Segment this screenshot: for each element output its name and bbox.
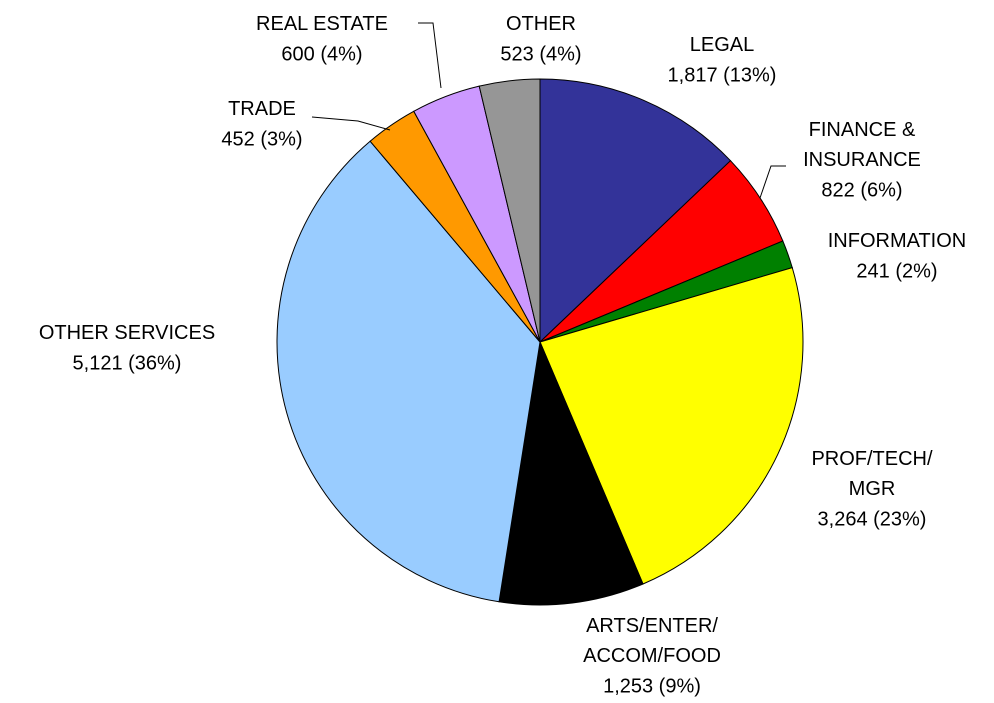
value-label: 1,253 (9%) [603,675,701,697]
label-line: INFORMATION [828,230,967,252]
slice-label: PROF/TECH/MGR [811,448,933,500]
label-line: FINANCE & [809,119,916,141]
leader-line [311,116,391,131]
label-line: ARTS/ENTER/ [586,615,718,637]
label-line: PROF/TECH/ [811,448,933,470]
pie-slice [539,266,804,585]
value-label: 822 (6%) [821,179,902,201]
slice-label: OTHER [506,13,576,35]
value-label: 3,264 (23%) [818,508,927,530]
label-line: ACCOM/FOOD [583,645,721,667]
label-line: LEGAL [690,34,754,56]
slice-label: REAL ESTATE [256,13,388,35]
label-line: TRADE [228,98,296,120]
pie-slice [498,340,644,606]
value-label: 241 (2%) [856,260,937,282]
pie-slice [539,78,732,344]
slice-label: OTHER SERVICES [39,322,215,344]
value-label: 5,121 (36%) [73,352,182,374]
label-line: INSURANCE [803,149,921,171]
value-label: 523 (4%) [500,43,581,65]
label-line: REAL ESTATE [256,13,388,35]
label-line: OTHER SERVICES [39,322,215,344]
label-line: MGR [849,478,896,500]
pie-slice [276,140,541,603]
leader-line [759,165,786,199]
value-label: 600 (4%) [281,43,362,65]
label-line: OTHER [506,13,576,35]
slice-label: FINANCE & INSURANCE [803,119,921,171]
pie-slice [478,78,541,343]
value-label: 1,817 (13%) [668,64,777,86]
slice-label: INFORMATION [828,230,967,252]
slice-label: ARTS/ENTER/ACCOM/FOOD [583,615,721,667]
slice-label: TRADE [228,98,296,120]
slice-label: LEGAL [690,34,754,56]
value-label: 452 (3%) [221,128,302,150]
leader-line [418,22,442,89]
